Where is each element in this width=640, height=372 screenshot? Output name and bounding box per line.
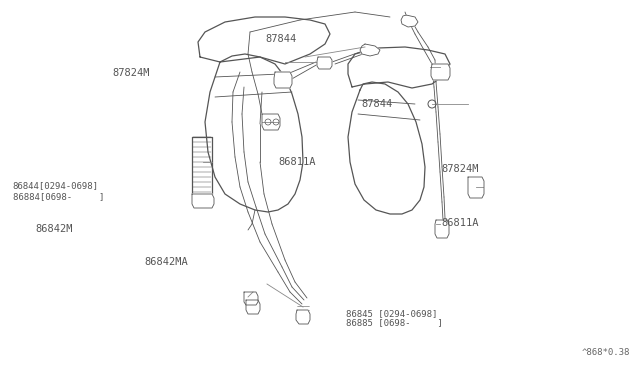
Text: 86811A: 86811A (278, 157, 316, 167)
Polygon shape (192, 194, 214, 208)
Text: 86845 [0294-0698]: 86845 [0294-0698] (346, 309, 437, 318)
Polygon shape (246, 300, 260, 314)
Text: 87844: 87844 (362, 99, 393, 109)
Polygon shape (360, 44, 380, 56)
Text: 87844: 87844 (266, 34, 297, 44)
Polygon shape (262, 114, 280, 130)
Text: 87824M: 87824M (112, 68, 150, 77)
Polygon shape (348, 47, 450, 88)
Polygon shape (198, 17, 330, 64)
Polygon shape (468, 177, 484, 198)
Text: 86885 [0698-     ]: 86885 [0698- ] (346, 318, 442, 327)
Polygon shape (205, 54, 303, 212)
Polygon shape (348, 82, 425, 214)
Text: 86844[0294-0698]: 86844[0294-0698] (13, 182, 99, 190)
Polygon shape (274, 72, 292, 88)
Text: ^868*0.38: ^868*0.38 (582, 348, 630, 357)
Text: 86842MA: 86842MA (144, 257, 188, 267)
Polygon shape (401, 15, 418, 27)
Text: 86811A: 86811A (442, 218, 479, 228)
Polygon shape (435, 220, 449, 238)
Polygon shape (296, 310, 310, 324)
Text: 86842M: 86842M (35, 224, 73, 234)
Polygon shape (317, 57, 332, 69)
Text: 87824M: 87824M (442, 164, 479, 174)
Text: 86884[0698-     ]: 86884[0698- ] (13, 192, 104, 201)
Polygon shape (431, 64, 450, 80)
Polygon shape (244, 292, 258, 305)
